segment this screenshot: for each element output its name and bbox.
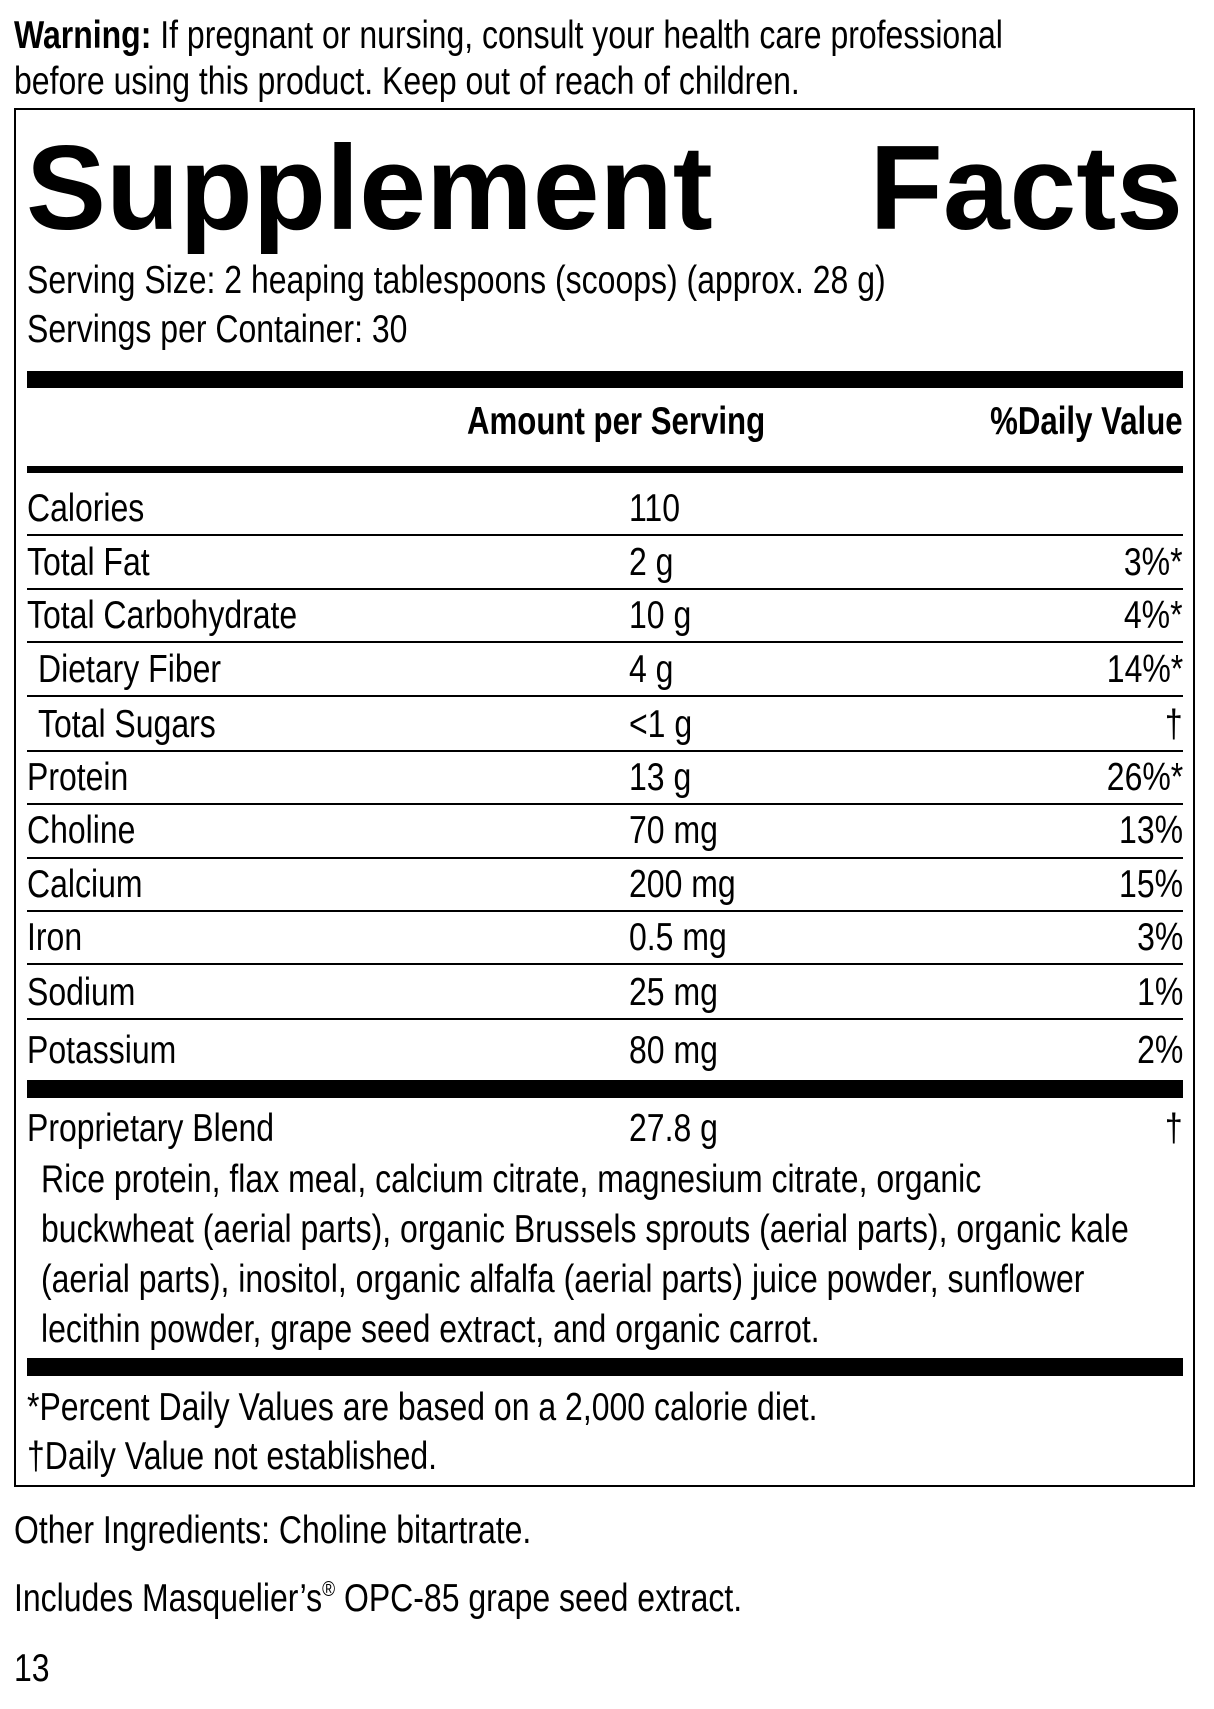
warning-body: If pregnant or nursing, consult your hea…: [151, 14, 1003, 57]
medium-divider: [27, 466, 1183, 473]
nutrient-name: Calories: [27, 486, 145, 530]
row-divider: [27, 803, 1183, 805]
nutrient-amount: 70 mg: [629, 808, 718, 852]
header-amount: Amount per Serving: [467, 400, 766, 443]
nutrient-name: Protein: [27, 755, 129, 799]
blend-ingredients-line: lecithin powder, grape seed extract, and…: [41, 1308, 820, 1351]
blend-ingredients-line: Rice protein, flax meal, calcium citrate…: [41, 1158, 982, 1201]
nutrient-name: Total Sugars: [38, 702, 216, 746]
serving-size: Serving Size: 2 heaping tablespoons (sco…: [27, 259, 886, 302]
nutrient-daily-value: 15%: [1118, 862, 1183, 906]
facts-title-left: Supplement: [26, 121, 713, 255]
row-divider: [27, 910, 1183, 912]
nutrient-daily-value: 26%*: [1106, 755, 1183, 799]
other-ingredients: Other Ingredients: Choline bitartrate.: [14, 1509, 532, 1552]
nutrient-amount: 4 g: [629, 647, 674, 691]
header-daily-value: %Daily Value: [990, 400, 1183, 443]
nutrient-amount: 10 g: [629, 593, 692, 637]
row-divider: [27, 750, 1183, 752]
nutrient-name: Sodium: [27, 970, 136, 1014]
warning-text-line2: before using this product. Keep out of r…: [14, 60, 800, 103]
row-divider: [27, 588, 1183, 590]
facts-title-right: Facts: [869, 121, 1183, 255]
nutrient-amount: 0.5 mg: [629, 915, 727, 959]
nutrient-daily-value: 13%: [1118, 808, 1183, 852]
nutrient-name: Iron: [27, 915, 83, 959]
nutrient-daily-value: 14%*: [1106, 647, 1183, 691]
includes-after: OPC-85 grape seed extract.: [335, 1577, 743, 1620]
blend-ingredients-line: buckwheat (aerial parts), organic Brusse…: [41, 1208, 1129, 1251]
blend-dv: †: [1165, 1107, 1183, 1150]
page-number: 13: [14, 1647, 50, 1690]
nutrient-name: Total Carbohydrate: [27, 593, 298, 637]
includes-note: Includes Masquelier’s® OPC-85 grape seed…: [14, 1577, 743, 1620]
blend-name: Proprietary Blend: [27, 1107, 275, 1150]
registered-mark: ®: [322, 1577, 336, 1601]
nutrient-amount: 110: [629, 486, 680, 530]
nutrient-daily-value: 1%: [1136, 970, 1183, 1014]
row-divider: [27, 1018, 1183, 1020]
warning-text: Warning: If pregnant or nursing, consult…: [14, 16, 1003, 55]
row-divider: [27, 641, 1183, 643]
nutrient-name: Potassium: [27, 1028, 177, 1072]
blend-amount: 27.8 g: [629, 1107, 718, 1150]
nutrient-amount: <1 g: [629, 702, 693, 746]
nutrient-amount: 2 g: [629, 540, 674, 584]
row-divider: [27, 534, 1183, 536]
nutrient-name: Dietary Fiber: [38, 647, 222, 691]
nutrient-daily-value: 3%: [1136, 915, 1183, 959]
nutrient-daily-value: 3%*: [1124, 540, 1183, 584]
nutrient-daily-value: 4%*: [1124, 593, 1183, 637]
nutrient-daily-value: 2%: [1136, 1028, 1183, 1072]
nutrient-daily-value: †: [1165, 702, 1183, 746]
nutrient-name: Calcium: [27, 862, 143, 906]
nutrient-amount: 13 g: [629, 755, 692, 799]
thick-divider: [27, 1080, 1183, 1098]
warning-label: Warning:: [14, 14, 152, 57]
thick-divider: [27, 1358, 1183, 1376]
thick-divider: [27, 371, 1183, 388]
nutrient-amount: 200 mg: [629, 862, 736, 906]
nutrient-amount: 25 mg: [629, 970, 718, 1014]
blend-ingredients-line: (aerial parts), inositol, organic alfalf…: [41, 1258, 1085, 1301]
nutrient-name: Total Fat: [27, 540, 150, 584]
supplement-facts-panel: [14, 108, 1195, 1487]
footnote-daily-values: *Percent Daily Values are based on a 2,0…: [27, 1386, 818, 1429]
row-divider: [27, 963, 1183, 965]
nutrient-amount: 80 mg: [629, 1028, 718, 1072]
nutrient-name: Choline: [27, 808, 136, 852]
row-divider: [27, 695, 1183, 697]
footnote-dagger: †Daily Value not established.: [27, 1435, 438, 1478]
row-divider: [27, 857, 1183, 859]
includes-before: Includes Masquelier’s: [14, 1577, 323, 1620]
servings-per-container: Servings per Container: 30: [27, 308, 408, 351]
